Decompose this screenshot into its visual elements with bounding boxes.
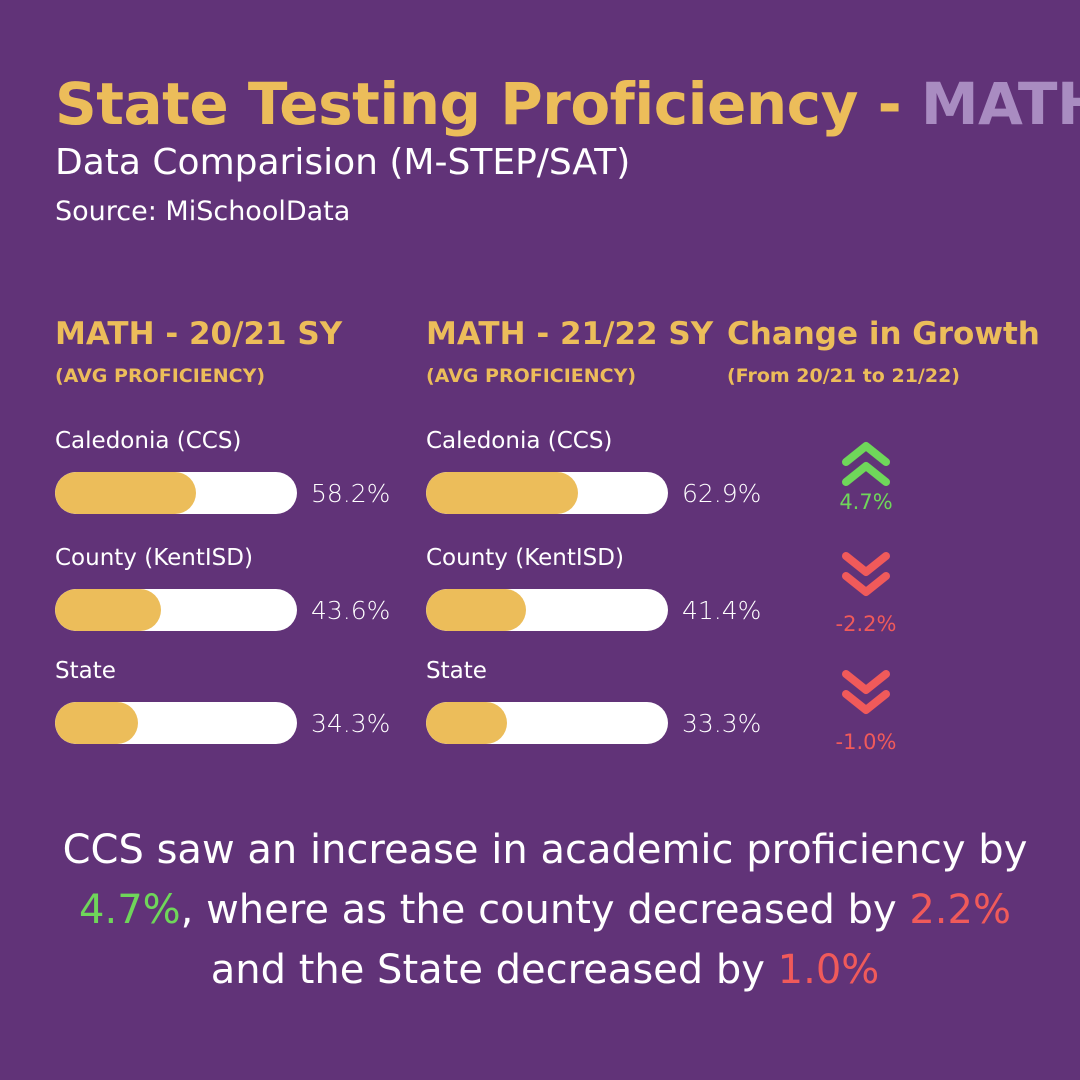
bar-fill bbox=[426, 702, 507, 744]
bar-fill bbox=[426, 589, 527, 631]
column-subtitle-2021: (AVG PROFICIENCY) bbox=[55, 365, 266, 387]
double-chevron-down-icon: -1.0% bbox=[836, 668, 896, 754]
bar-track bbox=[55, 702, 297, 744]
change-value-label: 4.7% bbox=[839, 490, 893, 514]
bar-category-label: Caledonia (CCS) bbox=[55, 428, 242, 454]
chevron-down-stroke bbox=[842, 572, 890, 596]
column-title-2021: MATH - 20/21 SY bbox=[55, 316, 343, 352]
bar-category-label: County (KentISD) bbox=[426, 545, 624, 571]
bar-category-label: Caledonia (CCS) bbox=[426, 428, 613, 454]
bar-track bbox=[55, 472, 297, 514]
bar-value-label: 33.3% bbox=[682, 709, 762, 738]
bar-track bbox=[426, 589, 668, 631]
chevron-down-icon bbox=[842, 552, 890, 596]
summary-ccs-change: 4.7% bbox=[79, 887, 181, 933]
chevron-down-stroke bbox=[842, 670, 890, 694]
bar-value-label: 34.3% bbox=[311, 709, 391, 738]
bar-category-label: State bbox=[55, 658, 116, 684]
double-chevron-down-icon: -2.2% bbox=[836, 550, 896, 636]
bar-track bbox=[426, 472, 668, 514]
chevron-down-stroke bbox=[842, 690, 890, 714]
bar-fill bbox=[426, 472, 579, 514]
title-main: State Testing Proficiency - bbox=[55, 70, 921, 138]
double-chevron-up-icon: 4.7% bbox=[836, 440, 896, 514]
chevron-down-icon bbox=[842, 670, 890, 714]
column-title-change: Change in Growth bbox=[727, 316, 1040, 352]
title-accent: MATH bbox=[920, 70, 1080, 138]
change-value-label: -1.0% bbox=[835, 730, 897, 754]
summary-county-change: 2.2% bbox=[909, 887, 1011, 933]
page-title: State Testing Proficiency - MATH bbox=[55, 70, 1080, 138]
source-note: Source: MiSchoolData bbox=[55, 196, 351, 227]
chevron-up-icon bbox=[842, 442, 890, 486]
bar-value-label: 62.9% bbox=[682, 479, 762, 508]
column-title-2122: MATH - 21/22 SY bbox=[426, 316, 714, 352]
bar-fill bbox=[55, 702, 138, 744]
bar-fill bbox=[55, 472, 196, 514]
bar-category-label: State bbox=[426, 658, 487, 684]
bar-track bbox=[55, 589, 297, 631]
bar-category-label: County (KentISD) bbox=[55, 545, 253, 571]
summary-line-2-text: , where as the county decreased by bbox=[180, 887, 910, 933]
bar-value-label: 58.2% bbox=[311, 479, 391, 508]
bar-track bbox=[426, 702, 668, 744]
summary-line-3: and the State decreased by 1.0% bbox=[40, 940, 1050, 1000]
change-value-label: -2.2% bbox=[835, 612, 897, 636]
page-subtitle: Data Comparision (M-STEP/SAT) bbox=[55, 142, 631, 183]
chevron-up-stroke bbox=[842, 462, 890, 486]
column-subtitle-change: (From 20/21 to 21/22) bbox=[727, 365, 960, 387]
summary-state-change: 1.0% bbox=[777, 947, 880, 993]
chevron-down-stroke bbox=[842, 552, 890, 576]
chevron-up-stroke bbox=[842, 442, 890, 466]
summary-text: CCS saw an increase in academic proficie… bbox=[40, 820, 1050, 1000]
column-subtitle-2122: (AVG PROFICIENCY) bbox=[426, 365, 637, 387]
summary-line-1: CCS saw an increase in academic proficie… bbox=[62, 827, 1028, 873]
bar-value-label: 43.6% bbox=[311, 596, 391, 625]
bar-fill bbox=[55, 589, 161, 631]
bar-value-label: 41.4% bbox=[682, 596, 762, 625]
summary-line-3-text: and the State decreased by bbox=[210, 947, 778, 993]
summary-line-2: 4.7%, where as the county decreased by 2… bbox=[40, 880, 1050, 940]
